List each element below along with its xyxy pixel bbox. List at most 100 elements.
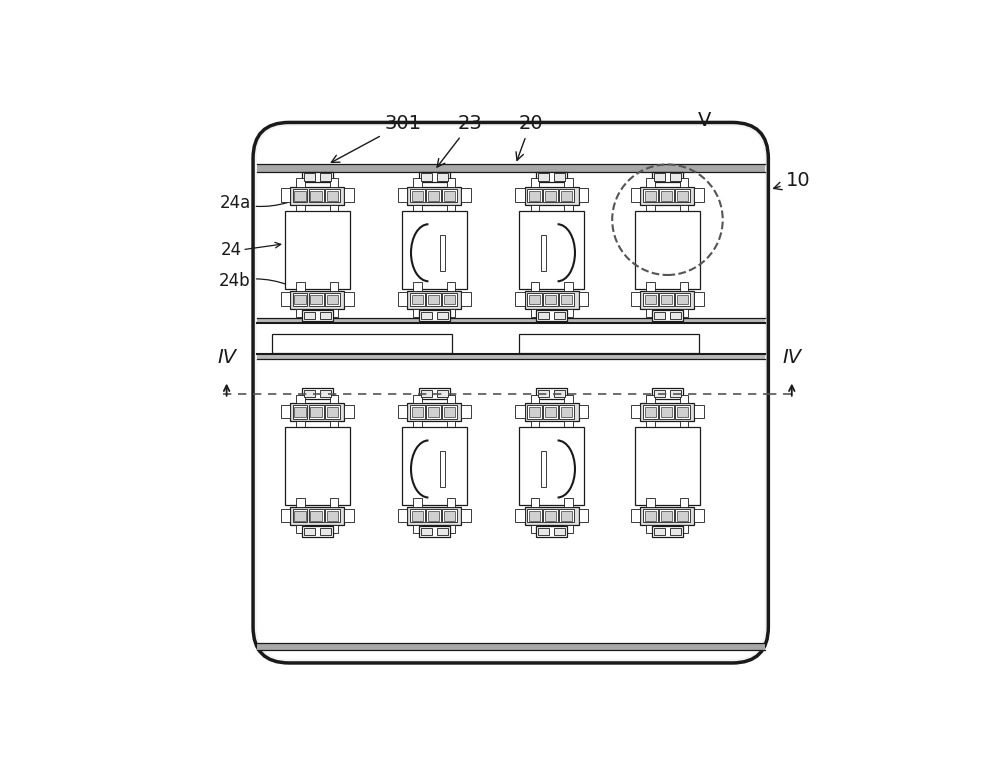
Bar: [413, 498, 422, 507]
Bar: [545, 191, 556, 200]
Bar: [680, 179, 688, 186]
Bar: [413, 282, 422, 291]
Bar: [428, 295, 439, 304]
Bar: [293, 509, 307, 523]
Bar: [344, 292, 354, 306]
Bar: [309, 293, 324, 307]
Bar: [538, 528, 549, 535]
Bar: [304, 390, 315, 397]
Bar: [543, 509, 558, 523]
Bar: [536, 526, 567, 537]
Bar: [680, 525, 688, 534]
Bar: [631, 292, 640, 306]
Bar: [330, 421, 338, 429]
Bar: [309, 509, 324, 523]
Bar: [304, 312, 315, 319]
Bar: [296, 309, 305, 317]
Bar: [294, 407, 306, 417]
Bar: [631, 509, 640, 522]
Bar: [579, 189, 588, 202]
Bar: [447, 395, 455, 403]
Bar: [447, 525, 455, 534]
Bar: [654, 390, 665, 397]
Bar: [645, 407, 656, 417]
Bar: [296, 395, 305, 403]
Bar: [447, 309, 455, 317]
Bar: [330, 179, 338, 186]
Bar: [643, 293, 658, 307]
Bar: [525, 507, 579, 525]
Bar: [640, 403, 694, 421]
Bar: [413, 421, 422, 429]
Bar: [680, 282, 688, 291]
FancyBboxPatch shape: [253, 122, 768, 663]
Text: 24a: 24a: [219, 194, 288, 212]
Text: 10: 10: [774, 171, 810, 190]
Bar: [694, 292, 704, 306]
Bar: [652, 310, 683, 321]
Bar: [640, 291, 694, 309]
Text: 20: 20: [516, 114, 543, 161]
Bar: [661, 191, 672, 200]
Bar: [536, 388, 567, 399]
Bar: [413, 395, 422, 403]
Bar: [426, 293, 441, 307]
Bar: [461, 405, 471, 418]
Bar: [421, 173, 432, 181]
Bar: [294, 295, 306, 304]
Bar: [320, 312, 331, 319]
Bar: [421, 528, 432, 535]
Bar: [294, 511, 306, 520]
Bar: [640, 186, 694, 204]
Bar: [541, 451, 546, 487]
Bar: [654, 528, 665, 535]
Bar: [257, 165, 765, 172]
Bar: [680, 498, 688, 507]
Bar: [531, 498, 539, 507]
Bar: [442, 406, 457, 419]
Bar: [564, 282, 573, 291]
Bar: [330, 395, 338, 403]
Bar: [402, 427, 467, 505]
Bar: [675, 293, 690, 307]
Bar: [564, 179, 573, 186]
Bar: [643, 509, 658, 523]
Bar: [531, 395, 539, 403]
Bar: [640, 507, 694, 525]
Bar: [559, 406, 574, 419]
Bar: [527, 189, 542, 202]
Bar: [680, 204, 688, 213]
Bar: [325, 509, 340, 523]
Bar: [344, 189, 354, 202]
Bar: [294, 191, 306, 200]
Text: IV: IV: [782, 348, 801, 367]
Bar: [309, 189, 324, 202]
Bar: [652, 526, 683, 537]
Bar: [659, 406, 674, 419]
Bar: [437, 312, 448, 319]
Bar: [428, 191, 439, 200]
Bar: [529, 191, 540, 200]
Bar: [447, 282, 455, 291]
Bar: [419, 388, 450, 399]
Bar: [531, 309, 539, 317]
Bar: [296, 179, 305, 186]
Bar: [545, 295, 556, 304]
Bar: [543, 293, 558, 307]
Bar: [412, 191, 423, 200]
Bar: [652, 388, 683, 399]
Bar: [631, 405, 640, 418]
Bar: [680, 421, 688, 429]
Bar: [330, 498, 338, 507]
Bar: [525, 291, 579, 309]
Bar: [645, 511, 656, 520]
Bar: [310, 295, 322, 304]
Bar: [296, 204, 305, 213]
Bar: [330, 282, 338, 291]
Bar: [680, 309, 688, 317]
Bar: [646, 282, 655, 291]
Bar: [677, 511, 688, 520]
Bar: [320, 528, 331, 535]
Bar: [447, 498, 455, 507]
Bar: [529, 295, 540, 304]
